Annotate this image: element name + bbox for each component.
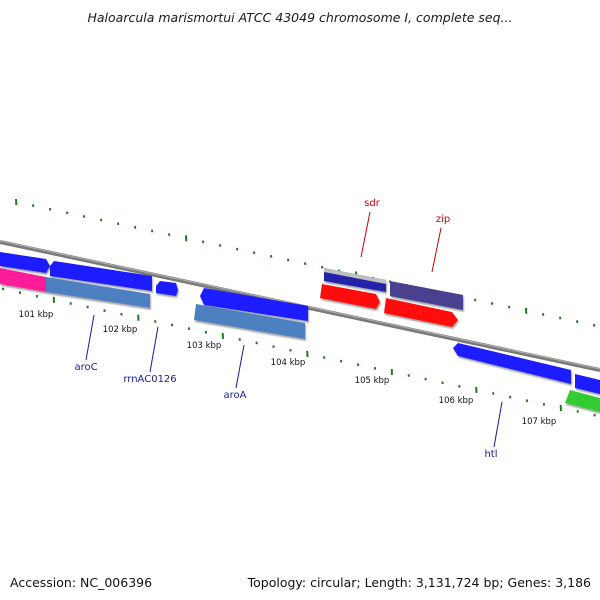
- gene-label-aroC[interactable]: aroC: [74, 362, 97, 373]
- gene-label-rrnAC0126[interactable]: rrnAC0126: [123, 374, 176, 385]
- leader-line-htl: [493, 401, 503, 448]
- gene-arrow[interactable]: [200, 288, 308, 321]
- gene-arrow[interactable]: [156, 281, 178, 296]
- gene-zip[interactable]: [390, 281, 463, 310]
- inner-tick-ring: [2, 287, 596, 417]
- accession-label: Accession: NC_006396: [10, 575, 153, 590]
- gene-arrow[interactable]: [575, 374, 600, 394]
- leader-line-aroC: [85, 314, 95, 361]
- gene-arrow[interactable]: [0, 268, 46, 292]
- leader-line-rrnAC0126: [149, 326, 159, 373]
- gene-arrow[interactable]: [565, 390, 600, 412]
- scale-label: 102 kbp: [103, 325, 138, 335]
- map-title: Haloarcula marismortui ATCC 43049 chromo…: [87, 10, 513, 25]
- leader-line-zip: [431, 227, 442, 273]
- scale-label: 107 kbp: [522, 417, 557, 427]
- gene-label-sdr[interactable]: sdr: [364, 198, 381, 209]
- gene-arrow[interactable]: [50, 261, 152, 291]
- reverse-strand-genes: [0, 268, 600, 412]
- gene-label-htl[interactable]: htl: [484, 449, 497, 460]
- forward-strand-genes: [0, 252, 600, 394]
- scale-label: 106 kbp: [439, 396, 474, 406]
- gene-arrow[interactable]: [453, 343, 571, 384]
- gene-arrow[interactable]: [0, 252, 50, 273]
- leader-line-sdr: [360, 211, 371, 258]
- gene-label-aroA[interactable]: aroA: [224, 390, 247, 401]
- gene-arrow[interactable]: [46, 277, 150, 308]
- gene-arrow[interactable]: [320, 284, 380, 309]
- scale-label: 104 kbp: [271, 358, 306, 368]
- topology-label: Topology: circular; Length: 3,131,724 bp…: [247, 575, 591, 590]
- leader-line-aroA: [235, 344, 245, 389]
- gene-label-zip[interactable]: zip: [436, 214, 450, 225]
- gene-arrow[interactable]: [384, 298, 458, 327]
- scale-label: 101 kbp: [19, 310, 54, 320]
- scale-label: 103 kbp: [187, 341, 222, 351]
- scale-label: 105 kbp: [355, 376, 390, 386]
- gene-arrow[interactable]: [194, 304, 305, 339]
